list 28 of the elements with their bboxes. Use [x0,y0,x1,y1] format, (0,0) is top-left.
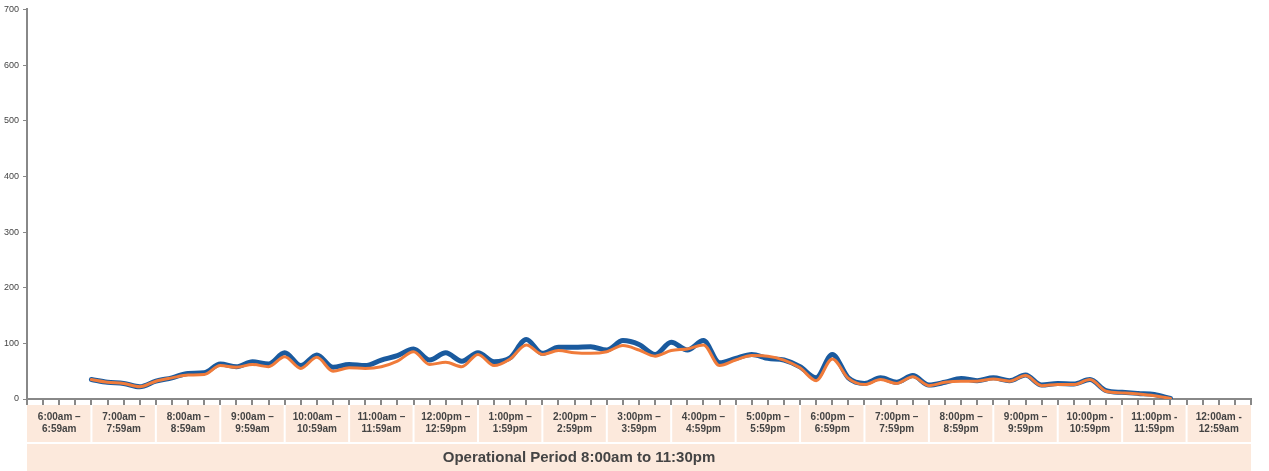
x-tick-label: 8:00am – 8:59am [166,410,210,434]
x-tick-label: 12:00pm – 12:59pm [421,410,471,434]
y-tick-label: 700 [3,3,20,14]
x-tick-label: 9:00pm – 9:59pm [1003,410,1048,434]
x-tick-label: 6:00am – 6:59am [37,410,82,434]
y-tick-label: 500 [3,115,20,126]
x-tick-label: 9:00am – 9:59am [231,410,275,434]
x-tick-label: 4:00pm – 4:59pm [681,410,726,434]
y-tick-label: 100 [3,337,20,348]
y-tick-label: 400 [3,170,20,181]
x-tick-label: 5:00pm – 5:59pm [746,410,790,434]
y-tick-label: 300 [3,226,20,237]
x-tick-label: 6:00pm – 6:59pm [810,410,855,434]
y-tick-label: 200 [3,282,20,293]
x-tick-label: 8:00pm – 8:59pm [939,410,984,434]
y-tick-label: 0 [14,393,20,404]
x-tick-label: 12:00am - 12:59am [1195,410,1242,434]
x-tick-label: 10:00am – 10:59am [292,410,342,434]
x-tick-label: 3:00pm – 3:59pm [617,410,662,434]
y-tick-label: 600 [3,59,20,70]
x-tick-label: 1:00pm – 1:59pm [488,410,533,434]
x-tick-label: 7:00am – 7:59am [102,410,146,434]
x-tick-label: 7:00pm – 7:59pm [875,410,919,434]
x-tick-label: 11:00am – 11:59am [357,410,406,434]
x-tick-label: 10:00pm - 10:59pm [1066,410,1114,434]
x-tick-label: 2:00pm – 2:59pm [552,410,597,434]
x-tick-label: 11:00pm - 11:59pm [1131,410,1178,434]
text: Operational Period 8:00am to 11:30pm [442,448,716,466]
